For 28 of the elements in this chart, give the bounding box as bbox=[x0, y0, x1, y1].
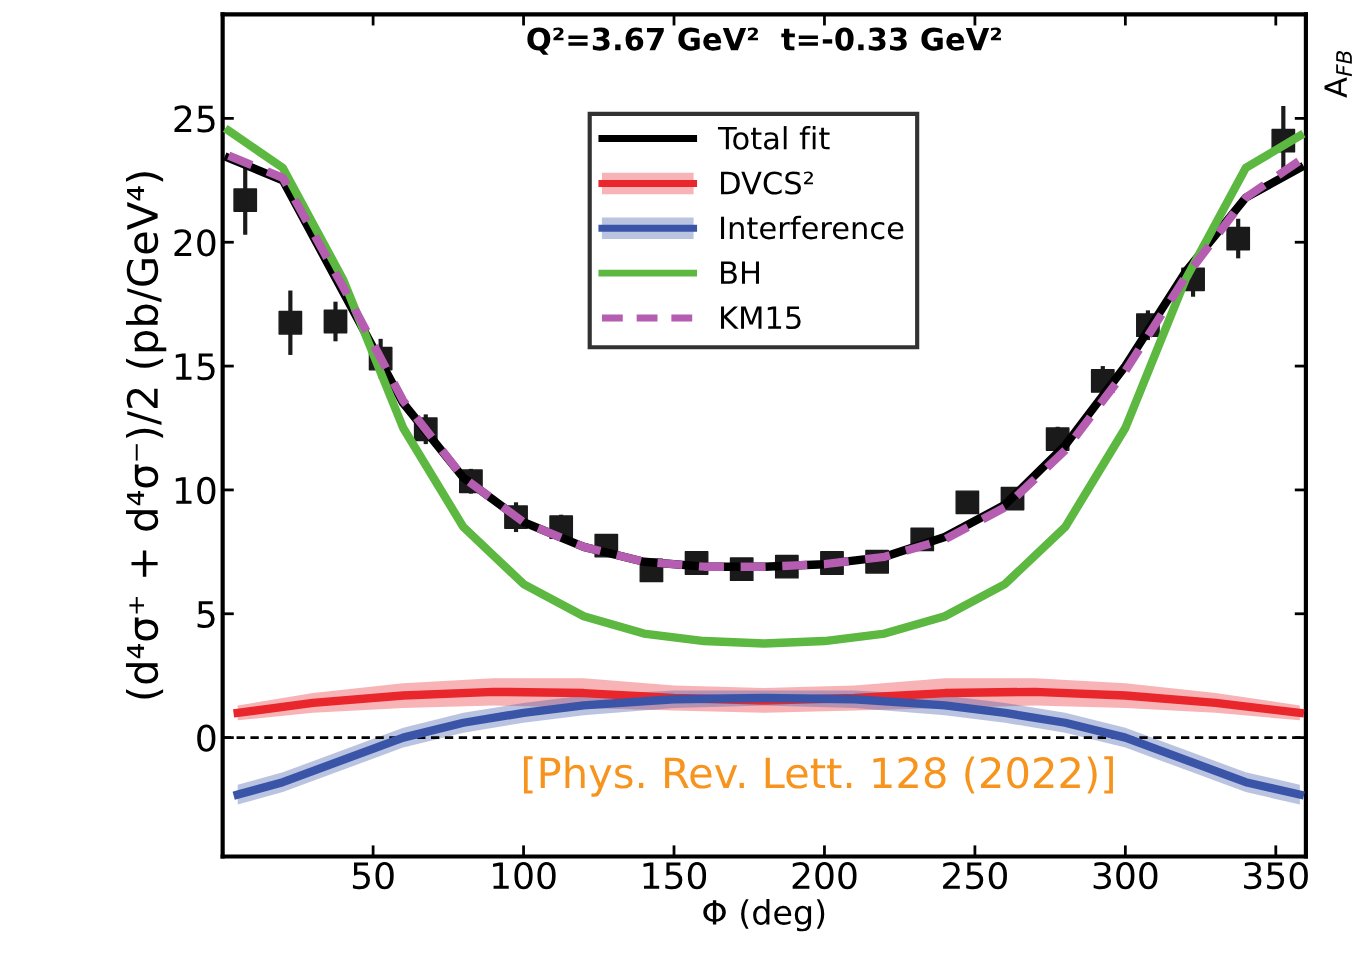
legend-label: Total fit bbox=[717, 126, 830, 150]
x-tick-label: 100 bbox=[493, 862, 556, 890]
x-tick-label: 50 bbox=[352, 862, 394, 890]
x-tick-label: 250 bbox=[943, 862, 1007, 890]
y-axis-title: (d⁴σ⁺ + d⁴σ⁻)/2 (pb/GeV⁴) bbox=[125, 172, 167, 699]
chart-title: Q²=3.67 GeV² t=-0.33 GeV² bbox=[527, 27, 1001, 55]
point bbox=[278, 310, 303, 335]
y-tick-label: 25 bbox=[174, 105, 215, 133]
point bbox=[1226, 226, 1251, 251]
x-tick-label: 150 bbox=[643, 862, 707, 890]
point bbox=[233, 188, 258, 213]
y-tick-label: 15 bbox=[175, 353, 215, 381]
x-tick-label: 300 bbox=[1093, 862, 1158, 890]
x-axis-title: Φ (deg) bbox=[703, 899, 825, 932]
point bbox=[955, 490, 980, 515]
legend-label: KM15 bbox=[721, 306, 801, 330]
y-tick-label: 10 bbox=[175, 476, 216, 505]
legend-label: Interference bbox=[721, 215, 904, 240]
x-tick-label: 350 bbox=[1244, 862, 1308, 890]
y-tick-label: 5 bbox=[197, 601, 215, 629]
point bbox=[323, 309, 348, 334]
x-tick-label: 200 bbox=[792, 862, 857, 890]
legend-label: BH bbox=[721, 261, 759, 284]
legend-label: DVCS² bbox=[721, 171, 813, 195]
y-tick-label: 20 bbox=[174, 229, 216, 257]
y2-axis-title: A$_{FB}$ bbox=[1324, 51, 1352, 98]
y-tick-label: 0 bbox=[197, 724, 216, 752]
annotation: [Phys. Rev. Lett. 128 (2022)] bbox=[523, 756, 1113, 797]
